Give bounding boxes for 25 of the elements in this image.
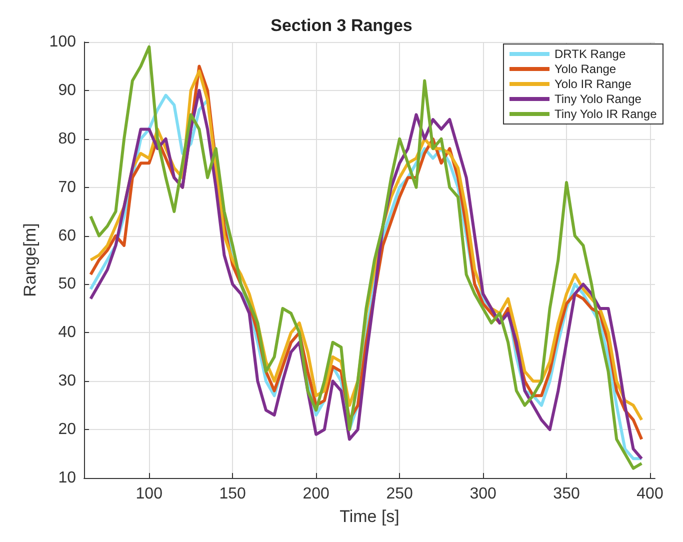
legend-label: DRTK Range (554, 47, 626, 61)
legend-label: Yolo Range (554, 62, 616, 76)
y-tick-label: 30 (58, 372, 76, 390)
x-tick-label: 150 (219, 486, 246, 502)
legend-label: Yolo IR Range (554, 77, 632, 91)
x-tick-label: 350 (553, 486, 580, 502)
y-tick-label: 100 (49, 34, 76, 50)
chart-title: Section 3 Ranges (270, 16, 412, 35)
y-tick-label: 60 (58, 227, 76, 244)
y-tick-label: 90 (58, 82, 76, 99)
legend-label: Tiny Yolo IR Range (554, 107, 658, 121)
x-tick-label: 400 (636, 486, 664, 502)
y-tick-label: 40 (58, 324, 76, 342)
x-axis-title: Time [s] (340, 507, 400, 526)
legend-label: Tiny Yolo Range (554, 92, 642, 106)
y-tick-label: 10 (58, 470, 76, 486)
y-tick-label: 70 (58, 178, 76, 196)
x-tick-label: 100 (136, 486, 163, 502)
y-tick-label: 80 (58, 130, 76, 148)
x-tick-label: 250 (386, 486, 413, 502)
x-tick-label: 200 (302, 486, 330, 502)
y-tick-label: 20 (58, 421, 76, 438)
y-axis-title: Range[m] (20, 223, 40, 297)
x-tick-label: 300 (470, 486, 496, 502)
y-tick-label: 50 (58, 276, 76, 293)
